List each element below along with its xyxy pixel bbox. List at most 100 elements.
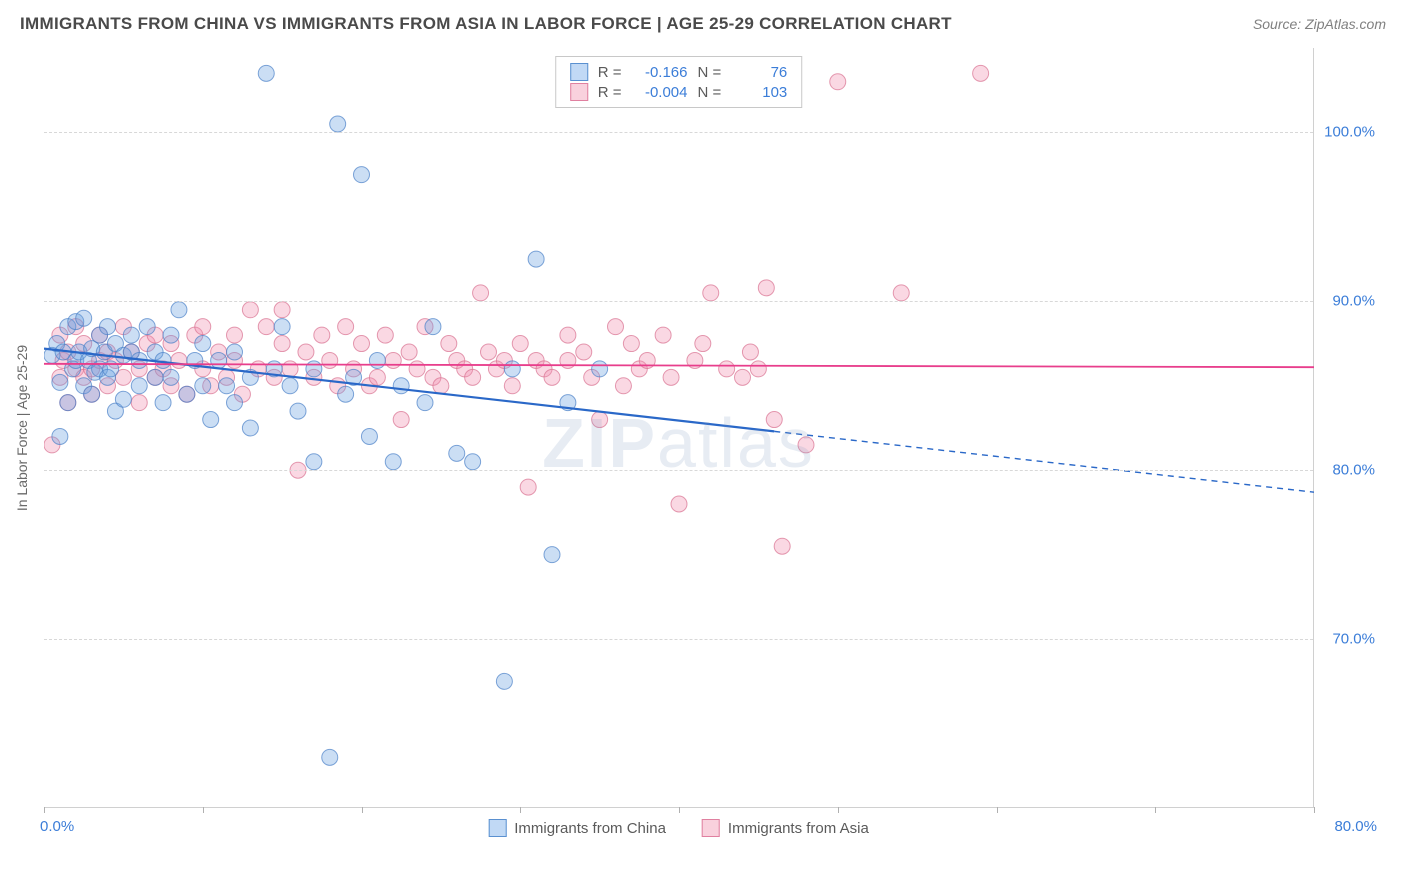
data-point (369, 352, 385, 368)
data-point (258, 319, 274, 335)
n-label: N = (698, 64, 722, 81)
data-point (139, 319, 155, 335)
data-point (425, 319, 441, 335)
data-point (798, 437, 814, 453)
data-point (203, 412, 219, 428)
data-point (441, 336, 457, 352)
data-point (338, 386, 354, 402)
data-point (695, 336, 711, 352)
data-point (735, 369, 751, 385)
data-point (671, 496, 687, 512)
data-point (306, 454, 322, 470)
data-point (608, 319, 624, 335)
data-point (211, 352, 227, 368)
chart-title: IMMIGRANTS FROM CHINA VS IMMIGRANTS FROM… (20, 14, 952, 34)
n-value-china: 76 (731, 64, 787, 81)
data-point (274, 319, 290, 335)
data-point (163, 369, 179, 385)
data-point (179, 386, 195, 402)
gridline-h (44, 470, 1313, 471)
data-point (758, 280, 774, 296)
data-point (750, 361, 766, 377)
data-point (155, 395, 171, 411)
swatch-blue-icon (488, 819, 506, 837)
data-point (377, 327, 393, 343)
data-point (195, 378, 211, 394)
chart-header: IMMIGRANTS FROM CHINA VS IMMIGRANTS FROM… (0, 0, 1406, 44)
n-label: N = (698, 84, 722, 101)
legend-row-china: R = -0.166 N = 76 (570, 63, 788, 81)
data-point (171, 352, 187, 368)
data-point (52, 374, 68, 390)
data-point (560, 327, 576, 343)
data-point (742, 344, 758, 360)
data-point (369, 369, 385, 385)
data-point (385, 352, 401, 368)
data-point (766, 412, 782, 428)
data-point (84, 386, 100, 402)
x-tick (679, 807, 680, 813)
data-point (115, 391, 131, 407)
gridline-h (44, 132, 1313, 133)
data-point (393, 378, 409, 394)
y-tick-label: 100.0% (1324, 124, 1375, 141)
data-point (465, 454, 481, 470)
data-point (60, 395, 76, 411)
data-point (147, 369, 163, 385)
data-point (354, 336, 370, 352)
data-point (274, 302, 290, 318)
legend-row-asia: R = -0.004 N = 103 (570, 83, 788, 101)
data-point (973, 65, 989, 81)
data-point (433, 378, 449, 394)
data-point (131, 378, 147, 394)
data-point (544, 369, 560, 385)
data-point (338, 319, 354, 335)
data-point (242, 302, 258, 318)
data-point (774, 538, 790, 554)
data-point (330, 116, 346, 132)
data-point (76, 310, 92, 326)
data-point (131, 395, 147, 411)
data-point (163, 327, 179, 343)
data-point (195, 319, 211, 335)
data-point (298, 344, 314, 360)
data-point (576, 344, 592, 360)
data-point (385, 454, 401, 470)
x-tick (520, 807, 521, 813)
legend-item-asia: Immigrants from Asia (702, 819, 869, 837)
chart-source: Source: ZipAtlas.com (1253, 16, 1386, 32)
data-point (219, 378, 235, 394)
data-point (409, 361, 425, 377)
data-point (615, 378, 631, 394)
data-point (227, 395, 243, 411)
trend-line-dashed (774, 431, 1314, 492)
data-point (274, 336, 290, 352)
data-point (481, 344, 497, 360)
x-tick (362, 807, 363, 813)
plot-area: ZIPatlas R = -0.166 N = 76 R = -0.004 N … (44, 48, 1314, 808)
data-point (512, 336, 528, 352)
data-point (282, 361, 298, 377)
x-tick (838, 807, 839, 813)
data-point (623, 336, 639, 352)
data-point (465, 369, 481, 385)
r-label: R = (598, 84, 622, 101)
plot-svg (44, 48, 1314, 808)
r-value-asia: -0.004 (632, 84, 688, 101)
data-point (100, 319, 116, 335)
data-point (504, 361, 520, 377)
data-point (719, 361, 735, 377)
chart-container: In Labor Force | Age 25-29 ZIPatlas R = … (44, 48, 1384, 828)
x-tick (1314, 807, 1315, 813)
data-point (227, 327, 243, 343)
data-point (496, 673, 512, 689)
gridline-h (44, 639, 1313, 640)
y-tick-label: 80.0% (1332, 462, 1375, 479)
r-label: R = (598, 64, 622, 81)
swatch-pink-icon (570, 83, 588, 101)
r-value-china: -0.166 (632, 64, 688, 81)
data-point (195, 336, 211, 352)
data-point (663, 369, 679, 385)
y-tick-label: 70.0% (1332, 631, 1375, 648)
data-point (417, 395, 433, 411)
